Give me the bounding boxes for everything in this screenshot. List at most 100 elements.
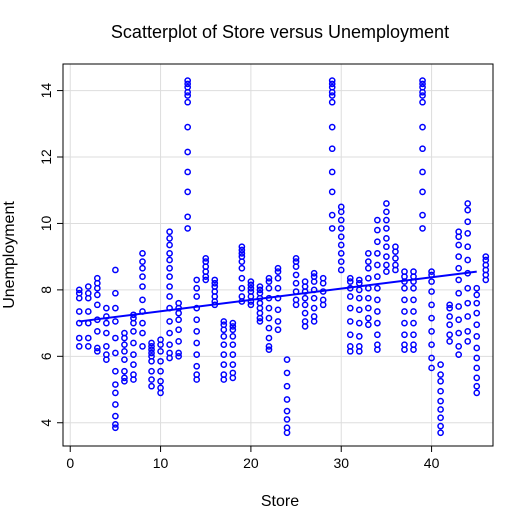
data-point [211,283,219,290]
data-point [193,362,201,370]
data-point [482,256,490,264]
data-point [428,328,435,335]
data-point [446,313,453,320]
data-point [157,347,164,355]
data-point [211,279,219,287]
data-point [473,321,481,329]
data-point [364,294,372,302]
data-point [148,339,155,347]
data-point [355,333,363,340]
data-point [374,238,381,246]
data-point [121,329,128,337]
data-point [473,382,481,390]
data-point [184,188,192,196]
data-point [464,243,472,251]
data-point [193,293,201,300]
data-point [374,341,381,349]
data-point [473,284,481,292]
data-point [157,377,164,385]
data-point [184,98,192,106]
data-point [383,225,390,232]
data-point [274,318,282,325]
data-point [283,396,291,403]
data-point [229,369,237,377]
data-point [473,309,481,317]
data-point [437,406,444,413]
data-point [84,342,92,350]
data-point [328,83,336,91]
data-point [229,351,237,359]
data-point [93,347,101,355]
data-point [75,334,83,342]
data-point [283,424,291,432]
data-point [419,188,426,196]
data-point [310,294,318,302]
data-point [337,216,345,224]
data-point [310,273,318,280]
data-point [175,299,182,307]
data-point [328,98,336,106]
data-point [112,289,119,297]
data-point [166,318,173,325]
data-point [374,296,381,304]
data-point [374,249,381,257]
data-point [265,274,273,282]
data-point [121,374,128,382]
data-point [75,308,83,315]
data-point [428,268,435,275]
data-point [355,294,363,302]
data-point [446,301,453,309]
data-point [184,123,192,131]
data-point [301,301,309,309]
data-point [401,341,408,349]
data-point [103,342,110,350]
x-tick-label: 30 [333,455,349,471]
data-point [157,384,164,392]
data-point [383,216,390,224]
data-point [355,319,363,327]
y-axis-label: Unemployment [1,201,18,309]
data-point [112,304,119,312]
data-point [75,342,83,350]
data-point [84,334,92,342]
data-point [75,289,83,297]
data-point [428,341,435,349]
data-point [184,148,192,156]
data-point [428,354,435,362]
data-point [473,299,481,307]
data-point [256,286,264,294]
data-point [328,225,336,232]
data-point [455,342,463,350]
data-point [374,319,381,327]
data-point [166,241,173,249]
data-point [229,319,237,327]
data-point [410,284,417,292]
data-point [301,294,309,302]
data-point [93,328,101,335]
data-point [193,304,201,312]
data-point [274,326,282,334]
data-point [364,249,372,257]
data-point [383,261,390,269]
data-point [464,328,472,335]
data-point [166,264,173,272]
data-point [121,347,128,355]
plot-frame [62,63,494,447]
regression-layer [79,270,477,323]
data-point [410,331,417,339]
data-point [301,309,309,317]
data-point [166,341,173,349]
data-point [392,254,399,262]
data-point [130,361,137,368]
data-point [419,92,426,99]
data-point [328,92,336,99]
data-point [328,188,336,196]
data-point [473,333,481,340]
data-point [202,276,210,284]
data-point [455,241,463,249]
data-point [364,304,372,312]
data-point [364,321,372,329]
data-point [419,123,426,131]
